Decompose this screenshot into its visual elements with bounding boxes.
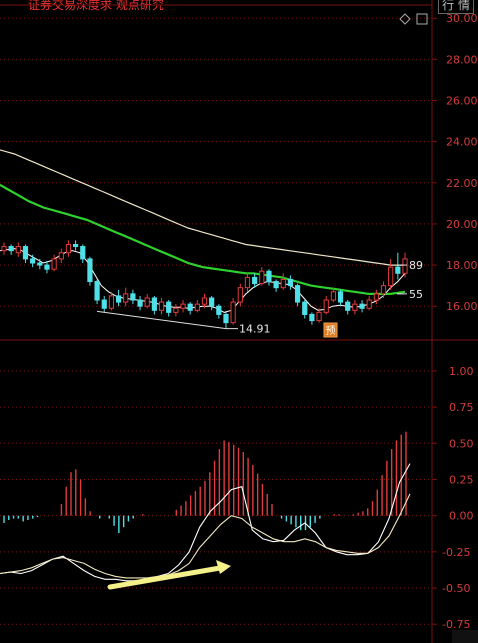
candle-body bbox=[94, 281, 100, 301]
candle-body bbox=[115, 295, 122, 303]
candle-body bbox=[395, 266, 401, 274]
candle-body bbox=[180, 303, 186, 309]
price-tick-label: 28.00 bbox=[446, 53, 478, 66]
diamond-icon bbox=[399, 13, 411, 25]
candle-body bbox=[402, 258, 408, 274]
macd-tick-label: 0.25 bbox=[449, 473, 474, 486]
candle-body bbox=[373, 293, 379, 301]
candle-body bbox=[359, 303, 365, 309]
ma-mid-line bbox=[0, 183, 406, 295]
candle-body bbox=[187, 303, 193, 311]
candle-body bbox=[58, 252, 64, 260]
macd-tick-label: -0.50 bbox=[442, 582, 470, 595]
candle-body bbox=[44, 264, 50, 270]
candle-body bbox=[330, 291, 336, 301]
candle-body bbox=[130, 293, 136, 301]
candle-body bbox=[266, 270, 272, 283]
macd-tick-label: 0.75 bbox=[449, 401, 474, 414]
candle-body bbox=[101, 299, 107, 309]
macd-tick-label: 0.00 bbox=[449, 510, 474, 523]
yellow-arrow-head bbox=[216, 560, 231, 574]
candle-body bbox=[294, 285, 301, 303]
low-price-label: 14.91 bbox=[239, 323, 271, 336]
candle-body bbox=[144, 297, 150, 307]
candle-body bbox=[137, 299, 143, 307]
candle-body bbox=[15, 246, 21, 254]
candle-body bbox=[201, 297, 208, 305]
ma-slow-line bbox=[0, 149, 405, 266]
candle-body bbox=[316, 311, 322, 322]
candle-body bbox=[166, 301, 172, 313]
candle-body bbox=[273, 281, 279, 289]
forecast-marker-box bbox=[323, 322, 338, 338]
candle-body bbox=[194, 303, 200, 311]
macd-tick-label: 1.00 bbox=[449, 365, 474, 378]
candle-body bbox=[230, 301, 236, 324]
yellow-arrow-shaft bbox=[107, 565, 223, 590]
macd-tick-label: -0.75 bbox=[442, 618, 470, 631]
candle-body bbox=[51, 258, 57, 270]
candle-body bbox=[80, 246, 86, 260]
candle-body bbox=[345, 301, 351, 311]
candle-body bbox=[87, 258, 93, 283]
price-tick-label: 24.00 bbox=[446, 136, 478, 149]
price-tick-label: 20.00 bbox=[446, 218, 478, 231]
price-tick-label: 26.00 bbox=[446, 95, 478, 108]
dif-line bbox=[0, 463, 411, 582]
candle-body bbox=[302, 301, 308, 315]
price-tick-label: 30.00 bbox=[446, 12, 478, 25]
candle-body bbox=[287, 278, 294, 287]
forecast-marker-text: 预 bbox=[326, 325, 336, 337]
candle-body bbox=[1, 246, 7, 252]
window-title: 证券交易深度求 观点研究 bbox=[28, 0, 164, 12]
candle-body bbox=[366, 299, 372, 309]
candle-body bbox=[252, 276, 258, 285]
candle-body bbox=[108, 295, 115, 309]
candle-body bbox=[323, 299, 329, 313]
candle-body bbox=[123, 293, 129, 303]
low-trend-line bbox=[97, 310, 227, 330]
candle-body bbox=[223, 313, 229, 324]
macd-tick-label: -0.25 bbox=[442, 546, 470, 559]
corner-stamp bbox=[452, 630, 478, 643]
candle-body bbox=[65, 243, 72, 254]
candle-body bbox=[337, 291, 344, 303]
ma-label-1: 89 bbox=[409, 259, 423, 272]
candle-body bbox=[216, 305, 222, 315]
candle-body bbox=[73, 243, 79, 248]
candle-body bbox=[388, 266, 394, 287]
ma-label-2: 55 bbox=[409, 288, 423, 301]
candle-body bbox=[380, 285, 387, 295]
candle-body bbox=[37, 262, 43, 266]
price-tick-label: 18.00 bbox=[446, 259, 478, 272]
price-tick-label: 16.00 bbox=[446, 300, 478, 313]
candle-body bbox=[259, 270, 265, 285]
candle-body bbox=[352, 303, 358, 311]
dea-line bbox=[0, 493, 411, 579]
candle-body bbox=[8, 246, 14, 252]
candle-body bbox=[209, 297, 215, 307]
candle-body bbox=[244, 276, 251, 289]
candle-body bbox=[22, 246, 29, 260]
candle-body bbox=[280, 278, 286, 289]
candle-body bbox=[237, 287, 243, 303]
macd-tick-label: 0.50 bbox=[449, 437, 474, 450]
candle-body bbox=[158, 301, 165, 311]
quote-button[interactable]: 行 情 bbox=[438, 0, 474, 14]
candle-body bbox=[173, 307, 179, 313]
candle-body bbox=[30, 258, 36, 264]
square-icon bbox=[416, 13, 428, 25]
price-tick-label: 22.00 bbox=[446, 177, 478, 190]
candle-body bbox=[309, 313, 315, 322]
candle-body bbox=[151, 297, 157, 311]
